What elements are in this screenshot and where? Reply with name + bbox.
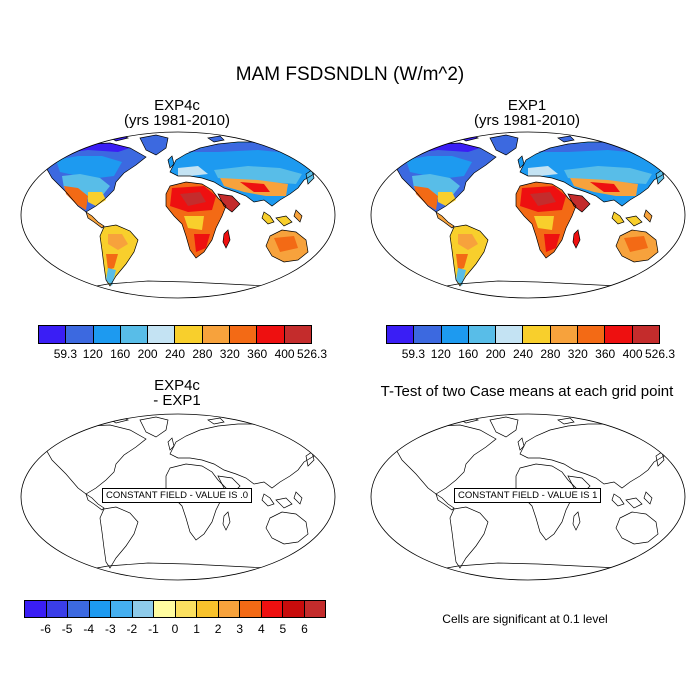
colorbar-swatch [550, 326, 579, 343]
colorbar-tick-label: 4 [257, 622, 265, 636]
colorbar-swatch [240, 601, 262, 617]
colorbar-swatch [175, 326, 203, 343]
colorbar-swatch [46, 601, 68, 617]
colorbar-swatch [468, 326, 497, 343]
colorbar-tick-label: 5 [279, 622, 287, 636]
colorbar-tick-label: 280 [540, 347, 561, 361]
colorbar-bottom-left [24, 600, 326, 618]
panel-3-title-line1: EXP4c [154, 377, 200, 394]
panel-4-constant-field-label: CONSTANT FIELD - VALUE IS 1 [454, 488, 602, 503]
panel-2-title-line2: (yrs 1981-2010) [474, 112, 580, 129]
panel-3-constant-field-label: CONSTANT FIELD - VALUE IS .0 [102, 488, 253, 503]
colorbar-swatch [148, 326, 176, 343]
colorbar-tick-label: 59.3 [401, 347, 426, 361]
panel-1-title-line1: EXP4c [154, 97, 200, 114]
panel-3-title: EXP4c - EXP1 [97, 378, 257, 408]
colorbar-swatch [93, 326, 121, 343]
colorbar-tick-label: 160 [110, 347, 131, 361]
colorbar-swatch [605, 326, 633, 343]
colorbar-tick-label: -4 [83, 622, 95, 636]
colorbar-tick-label: 1 [193, 622, 200, 636]
colorbar-tick-label: 2 [214, 622, 222, 636]
colorbar-tick-label: 400 [274, 347, 295, 361]
panel-1-title: EXP4c (yrs 1981-2010) [97, 98, 257, 128]
colorbar-swatch [284, 326, 311, 343]
colorbar-swatch [632, 326, 659, 343]
colorbar-tick-label: 400 [622, 347, 643, 361]
colorbar-tick-label: 526.3 [296, 347, 328, 361]
colorbar-tick-label: 120 [430, 347, 451, 361]
colorbar-swatch [578, 326, 606, 343]
colorbar-tick-label: -6 [40, 622, 51, 636]
colorbar-tick-label: 3 [236, 622, 244, 636]
colorbar-tick-label: -1 [148, 622, 159, 636]
panel-1-title-line2: (yrs 1981-2010) [124, 112, 230, 129]
colorbar-tick-label: 59.3 [53, 347, 78, 361]
colorbar-tick-label: -5 [61, 622, 73, 636]
colorbar-tick-label: 240 [512, 347, 534, 361]
colorbar-tick-label: 200 [137, 347, 158, 361]
panel-2-map [370, 131, 686, 299]
panel-4-map [370, 413, 686, 581]
colorbar-tick-label: 320 [567, 347, 588, 361]
colorbar-tick-label: 360 [247, 347, 268, 361]
panel-4-title-line1: T-Test of two Case means at each grid po… [380, 383, 674, 400]
panel-2-title-line1: EXP1 [507, 97, 547, 114]
colorbar-swatch [261, 601, 283, 617]
colorbar-tick-label: 360 [595, 347, 616, 361]
colorbar-swatch [66, 326, 94, 343]
colorbar-bottom-left-labels: -6 -5 -4 -3 -2 -1 0 1 2 3 4 5 6 [24, 622, 326, 636]
colorbar-swatch [496, 326, 524, 343]
main-title: MAM FSDSNDLN (W/m^2) [235, 64, 465, 85]
colorbar-tick-label: 200 [485, 347, 506, 361]
colorbar-tick-label: 6 [301, 622, 308, 636]
colorbar-top-left [38, 325, 312, 344]
colorbar-tick-label: 120 [82, 347, 103, 361]
colorbar-tick-label: 160 [458, 347, 479, 361]
colorbar-swatch [257, 326, 285, 343]
colorbar-tick-label: 0 [171, 622, 179, 636]
colorbar-swatch [230, 326, 258, 343]
colorbar-top-right-labels: 59.3 120 160 200 240 280 320 360 400 526.3 [386, 347, 675, 361]
colorbar-tick-label: -2 [126, 622, 138, 636]
colorbar-swatch [111, 601, 133, 617]
colorbar-swatch [68, 601, 90, 617]
panel-3-title-line2: - EXP1 [153, 392, 201, 409]
colorbar-tick-label: 280 [192, 347, 213, 361]
significance-note: Cells are significant at 0.1 level [442, 612, 608, 626]
colorbar-swatch [283, 601, 305, 617]
colorbar-swatch [120, 326, 149, 343]
colorbar-swatch [441, 326, 469, 343]
panel-3-map [20, 413, 336, 581]
colorbar-swatch [387, 326, 415, 343]
colorbar-swatch [197, 601, 219, 617]
colorbar-top-left-labels: 59.3 120 160 200 240 280 320 360 400 526.3 [38, 347, 327, 361]
colorbar-top-right [386, 325, 660, 344]
panel-1-map [20, 131, 336, 299]
colorbar-tick-label: 240 [164, 347, 186, 361]
colorbar-swatch [414, 326, 442, 343]
colorbar-swatch [154, 601, 176, 617]
colorbar-swatch [202, 326, 231, 343]
colorbar-tick-label: 320 [219, 347, 240, 361]
colorbar-swatch [132, 601, 154, 617]
colorbar-swatch [89, 601, 111, 617]
colorbar-tick-label: 526.3 [644, 347, 676, 361]
colorbar-swatch [218, 601, 240, 617]
colorbar-swatch [175, 601, 197, 617]
colorbar-tick-label: -3 [104, 622, 116, 636]
colorbar-swatch [523, 326, 551, 343]
panel-4-title: T-Test of two Case means at each grid po… [357, 384, 697, 399]
colorbar-swatch [39, 326, 67, 343]
panel-2-title: EXP1 (yrs 1981-2010) [447, 98, 607, 128]
colorbar-swatch [304, 601, 325, 617]
colorbar-swatch [25, 601, 47, 617]
